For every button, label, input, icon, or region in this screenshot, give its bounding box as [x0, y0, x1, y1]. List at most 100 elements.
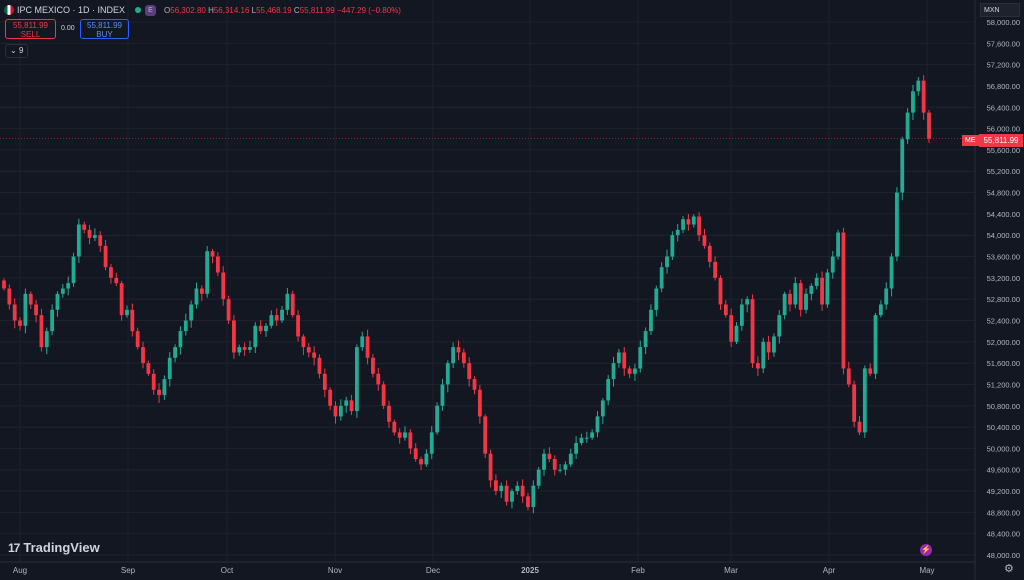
indicators-toggle[interactable]: ⌄ 9 — [5, 44, 29, 58]
candle-body — [467, 363, 472, 380]
candle-body — [595, 416, 600, 433]
ohlc-value-3: 55,811.99 — [299, 5, 337, 15]
y-tick-label: 55,600.00 — [987, 146, 1020, 155]
candle-body — [189, 304, 194, 321]
candle-body — [242, 347, 247, 350]
lightning-icon[interactable]: ⚡ — [920, 544, 932, 556]
candle-body — [900, 139, 905, 193]
y-tick-label: 50,400.00 — [987, 423, 1020, 432]
ohlc-key-2: L — [251, 5, 257, 15]
candle-body — [916, 80, 921, 92]
candle-body — [125, 309, 129, 316]
candle-body — [638, 347, 643, 369]
tradingview-logo[interactable]: 17 TradingView — [8, 540, 100, 555]
y-tick-label: 50,800.00 — [987, 402, 1020, 411]
candle-body — [841, 232, 846, 369]
candle-body — [590, 432, 595, 438]
candle-body — [60, 288, 65, 294]
candle-body — [344, 400, 349, 406]
candle-body — [333, 405, 338, 417]
candle-body — [814, 277, 819, 286]
time-axis[interactable]: Aug Sep Oct Nov Dec 2025 Feb Mar Apr May — [13, 566, 935, 575]
candle-body — [87, 229, 92, 238]
sell-price: 55,811.99 — [13, 21, 48, 30]
last-price-label: 55,811.99 — [979, 134, 1023, 147]
candle-body — [504, 485, 509, 502]
candle-body — [563, 464, 568, 470]
candle-body — [92, 235, 97, 238]
y-tick-label: 54,400.00 — [987, 210, 1020, 219]
brand-name: TradingView — [23, 540, 100, 555]
candle-body — [921, 80, 926, 113]
ohlc-value-0: 56,302.80 — [170, 5, 209, 15]
legend-header: IPC MEXICO · 1D · INDEX E O56,302.80 H56… — [4, 3, 401, 17]
candle-body — [194, 288, 199, 305]
candle-body — [109, 267, 113, 278]
y-tick-label: 52,000.00 — [987, 338, 1020, 347]
candle-body — [12, 304, 17, 321]
price-axis[interactable]: 58,000.00 57,600.00 57,200.00 56,800.00 56,4… — [987, 18, 1020, 560]
y-tick-label: 53,600.00 — [987, 253, 1020, 262]
candle-body — [7, 288, 12, 305]
candle-body — [820, 277, 824, 305]
tradingview-mark-icon: 17 — [8, 540, 20, 555]
candle-body — [312, 352, 317, 358]
candle-body — [135, 331, 140, 348]
events-badge[interactable]: E — [145, 4, 157, 16]
y-tick-label: 48,000.00 — [987, 551, 1020, 560]
candle-body — [18, 320, 22, 326]
candle-body — [772, 336, 776, 353]
candle-body — [461, 352, 466, 364]
candle-body — [697, 216, 701, 236]
candle-body — [734, 325, 739, 342]
candle-body — [488, 453, 493, 481]
candle-body — [873, 315, 878, 374]
candle-body — [403, 432, 407, 438]
y-tick-label: 54,000.00 — [987, 231, 1020, 240]
buy-button[interactable]: 55,811.99 BUY — [80, 19, 129, 39]
candle-body — [836, 232, 841, 257]
candle-body — [547, 453, 552, 460]
candle-body — [558, 469, 562, 471]
candle-body — [408, 432, 413, 449]
candle-body — [392, 421, 397, 433]
candle-body — [600, 400, 605, 417]
candle-body — [526, 496, 530, 508]
symbol-price-tag: ME — [962, 135, 979, 146]
candle-body — [809, 285, 814, 294]
candle-body — [114, 277, 119, 284]
candle-body — [354, 347, 359, 412]
candle-body — [280, 309, 284, 321]
candle-body — [927, 112, 931, 139]
currency-button[interactable]: MXN — [980, 3, 1020, 17]
symbol-title[interactable]: IPC MEXICO · 1D · INDEX — [17, 5, 126, 15]
candle-body — [328, 389, 333, 406]
candle-body — [857, 421, 862, 433]
candle-body — [23, 293, 28, 326]
x-tick-label: Mar — [724, 566, 738, 575]
y-tick-label: 57,200.00 — [987, 61, 1020, 70]
candle-body — [306, 347, 311, 353]
candle-body — [643, 331, 648, 348]
candle-body — [269, 315, 274, 326]
candle-body — [146, 363, 151, 374]
candle-body — [210, 251, 215, 257]
sell-button[interactable]: 55,811.99 SELL — [5, 19, 56, 39]
candle-body — [130, 309, 135, 332]
candle-body — [510, 491, 514, 502]
y-tick-label: 58,000.00 — [987, 18, 1020, 27]
x-tick-label: 2025 — [521, 566, 539, 575]
candle-body — [654, 288, 659, 310]
candle-body — [798, 283, 803, 310]
y-tick-label: 51,200.00 — [987, 380, 1020, 389]
candle-body — [905, 112, 910, 140]
candle-body — [830, 256, 835, 273]
candle-body — [28, 293, 33, 305]
candles — [2, 75, 931, 514]
gear-icon[interactable]: ⚙ — [1004, 563, 1014, 575]
candle-body — [322, 373, 327, 390]
candle-body — [633, 368, 637, 374]
candle-body — [173, 347, 177, 358]
candle-body — [34, 304, 38, 316]
